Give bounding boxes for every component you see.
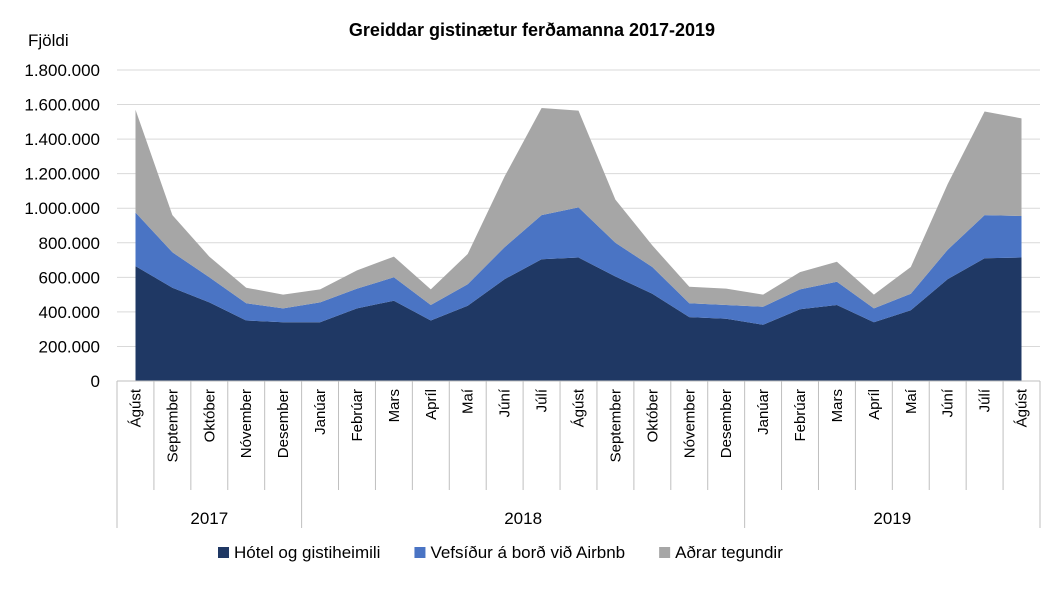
- area-series-2: [135, 207, 1022, 325]
- y-tick-label: 1.200.000: [24, 165, 100, 184]
- y-tick-label: 1.800.000: [24, 61, 100, 80]
- y-tick-label: 600.000: [39, 268, 100, 287]
- legend-swatch: [659, 547, 671, 558]
- y-axis-label: Fjöldi: [28, 31, 69, 50]
- area-series: [135, 108, 1022, 381]
- legend-swatch: [218, 547, 229, 558]
- legend-label: Vefsíður á borð við Airbnb: [430, 543, 625, 562]
- x-tick-label: Júní: [940, 388, 957, 417]
- year-label: 2019: [873, 509, 911, 528]
- legend-swatch: [414, 547, 426, 558]
- x-tick-label: Ágúst: [1014, 388, 1031, 427]
- x-tick-label: September: [607, 389, 624, 462]
- x-tick-label: Desember: [718, 389, 735, 458]
- x-tick-label: Október: [201, 389, 218, 442]
- y-tick-label: 1.600.000: [24, 96, 100, 115]
- y-tick-label: 400.000: [39, 303, 100, 322]
- x-tick-label: Maí: [903, 388, 920, 414]
- chart-title: Greiddar gistinætur ferðamanna 2017-2019: [349, 20, 715, 40]
- x-tick-label: Febrúar: [792, 389, 809, 442]
- x-tick-label: Ágúst: [571, 388, 588, 427]
- year-label: 2018: [504, 509, 542, 528]
- x-tick-label: Apríl: [866, 389, 883, 420]
- legend-label: Hótel og gistiheimili: [234, 543, 380, 562]
- x-tick-label: Janúar: [312, 389, 329, 435]
- area-series-1: [135, 257, 1022, 381]
- x-tick-label: Apríl: [423, 389, 440, 420]
- y-tick-label: 200.000: [39, 337, 100, 356]
- axes: 0 200.000 400.000 600.000 800.000 1.000.000 1.…: [24, 61, 1041, 528]
- x-tick-label: Nóvember: [681, 389, 698, 458]
- x-tick-label: Ágúst: [127, 388, 144, 427]
- x-tick-label: Desember: [275, 389, 292, 458]
- y-tick-label: 800.000: [39, 234, 100, 253]
- y-tick-label: 0: [91, 372, 100, 391]
- y-tick-label: 1.000.000: [24, 199, 100, 218]
- legend-label: Aðrar tegundir: [675, 543, 783, 562]
- legend: Hótel og gistiheimili Vefsíður á borð við…: [218, 543, 783, 562]
- x-tick-label: Júlí: [977, 388, 994, 412]
- x-tick-label: Janúar: [755, 389, 772, 435]
- x-tick-label: Maí: [460, 388, 477, 414]
- y-tick-label: 1.400.000: [24, 130, 100, 149]
- year-label: 2017: [190, 509, 228, 528]
- x-tick-label: Júní: [497, 388, 514, 417]
- x-tick-label: Febrúar: [349, 389, 366, 442]
- x-tick-label: September: [164, 389, 181, 462]
- x-tick-label: Nóvember: [238, 389, 255, 458]
- x-tick-label: Október: [644, 389, 661, 442]
- x-tick-label: Mars: [386, 389, 403, 422]
- x-tick-label: Mars: [829, 389, 846, 422]
- x-tick-label: Júlí: [534, 388, 551, 412]
- area-series-3: [135, 108, 1022, 309]
